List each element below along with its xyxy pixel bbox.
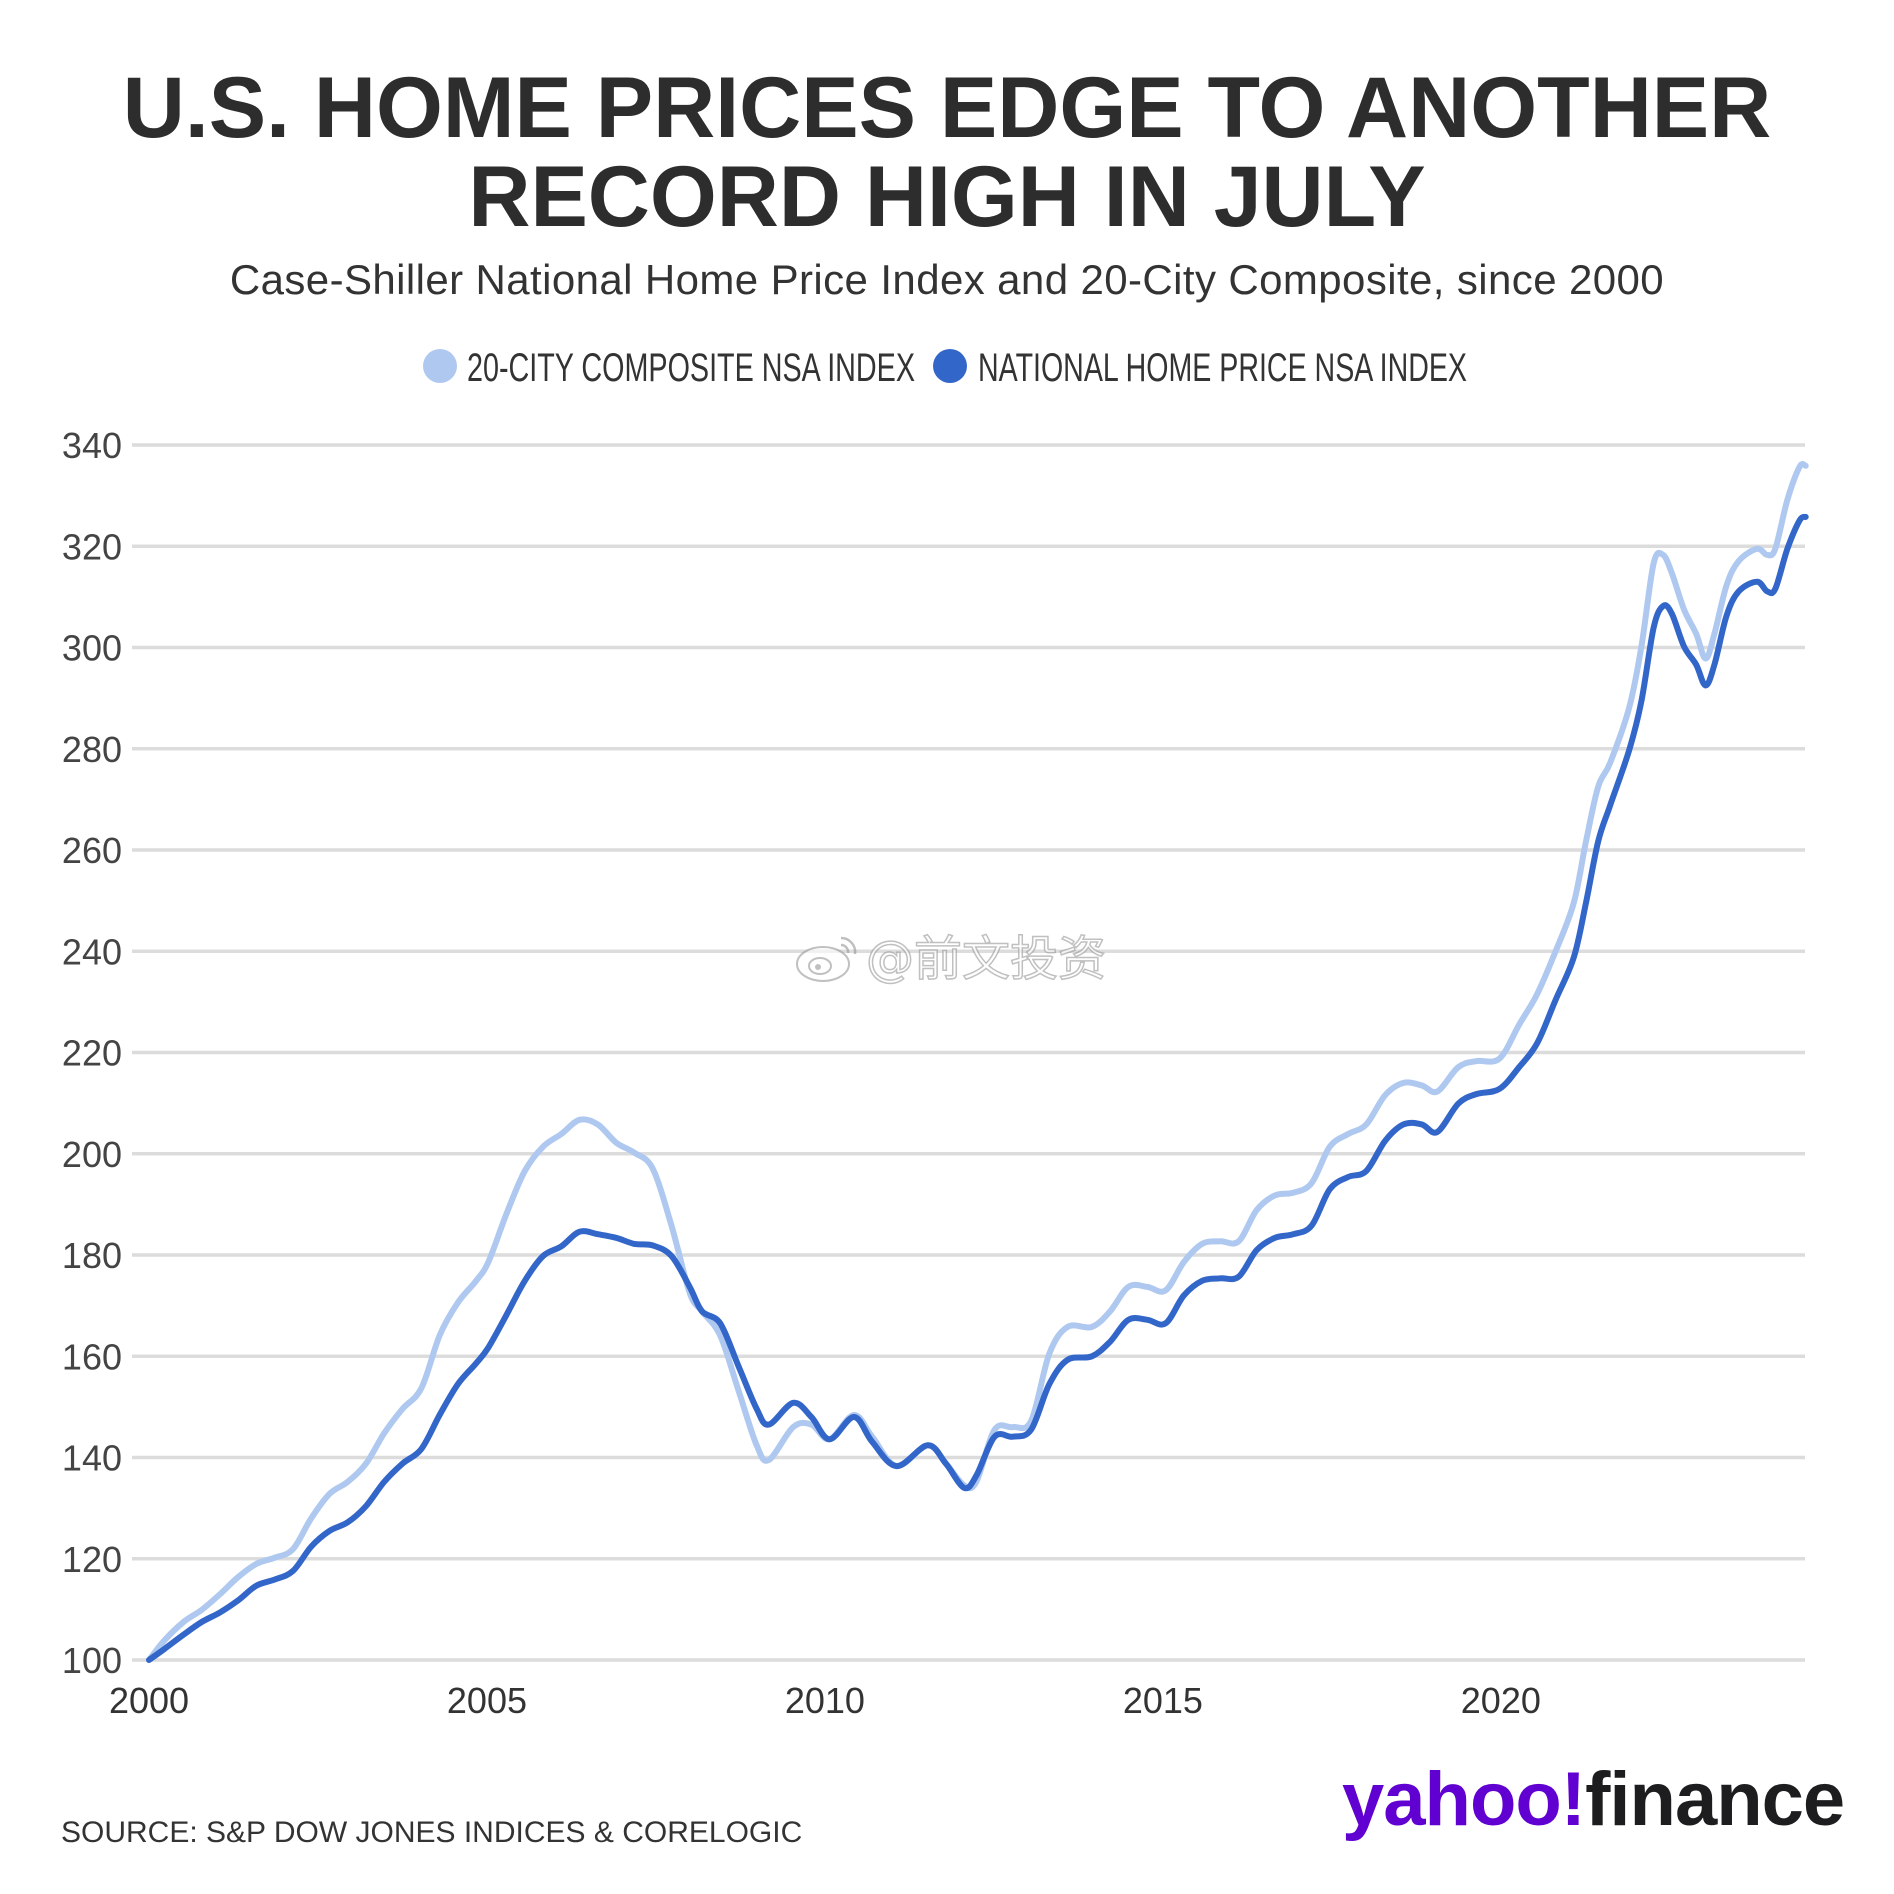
- y-tick-label-100: 100: [62, 1640, 122, 1681]
- y-tick-label-340: 340: [62, 425, 122, 466]
- chart-title: U.S. HOME PRICES EDGE TO ANOTHER RECORD …: [122, 60, 1772, 245]
- series-lines: [146, 461, 1809, 1663]
- chart-subtitle: Case-Shiller National Home Price Index a…: [229, 256, 1665, 303]
- y-tick-label-140: 140: [62, 1438, 122, 1479]
- y-tick-label-160: 160: [62, 1336, 122, 1377]
- legend-swatch-national: [933, 349, 967, 383]
- y-tick-label-120: 120: [62, 1539, 122, 1580]
- legend-label-20-city: 20-CITY COMPOSITE NSA INDEX: [467, 346, 915, 390]
- y-axis-labels: 100 120 140 160 180 200 220 240 260 280 300 320 340: [62, 425, 122, 1681]
- y-tick-label-180: 180: [62, 1235, 122, 1276]
- x-tick-label-2010: 2010: [785, 1680, 865, 1721]
- gridlines: [132, 443, 1805, 1662]
- series-line-20-city-composite-nsa-index: [146, 461, 1809, 1663]
- legend-swatch-20-city: [423, 349, 457, 383]
- y-tick-label-200: 200: [62, 1134, 122, 1175]
- y-tick-label-300: 300: [62, 628, 122, 669]
- logo-yahoo: yahoo!: [1342, 1757, 1586, 1842]
- x-tick-label-2005: 2005: [447, 1680, 527, 1721]
- weibo-icon: [796, 936, 857, 982]
- x-tick-label-2020: 2020: [1461, 1680, 1541, 1721]
- y-tick-label-220: 220: [62, 1033, 122, 1074]
- y-tick-label-240: 240: [62, 931, 122, 972]
- y-tick-label-280: 280: [62, 729, 122, 770]
- x-tick-label-2000: 2000: [109, 1680, 189, 1721]
- source-note: SOURCE: S&P DOW JONES INDICES & CORELOGI…: [61, 1816, 803, 1849]
- legend-label-national: NATIONAL HOME PRICE NSA INDEX: [978, 346, 1467, 390]
- series-line-national-home-price-nsa-index: [146, 513, 1809, 1663]
- legend: 20-CITY COMPOSITE NSA INDEX NATIONAL HOM…: [423, 346, 1467, 390]
- y-tick-label-260: 260: [62, 830, 122, 871]
- y-tick-label-320: 320: [62, 526, 122, 567]
- logo-finance: finance: [1585, 1757, 1845, 1842]
- watermark-text: @前文投资: [865, 930, 1107, 988]
- x-tick-label-2015: 2015: [1123, 1680, 1203, 1721]
- x-axis-labels: 2000 2005 2010 2015 2020: [109, 1680, 1541, 1721]
- yahoo-finance-logo: yahoo!finance: [1342, 1757, 1845, 1842]
